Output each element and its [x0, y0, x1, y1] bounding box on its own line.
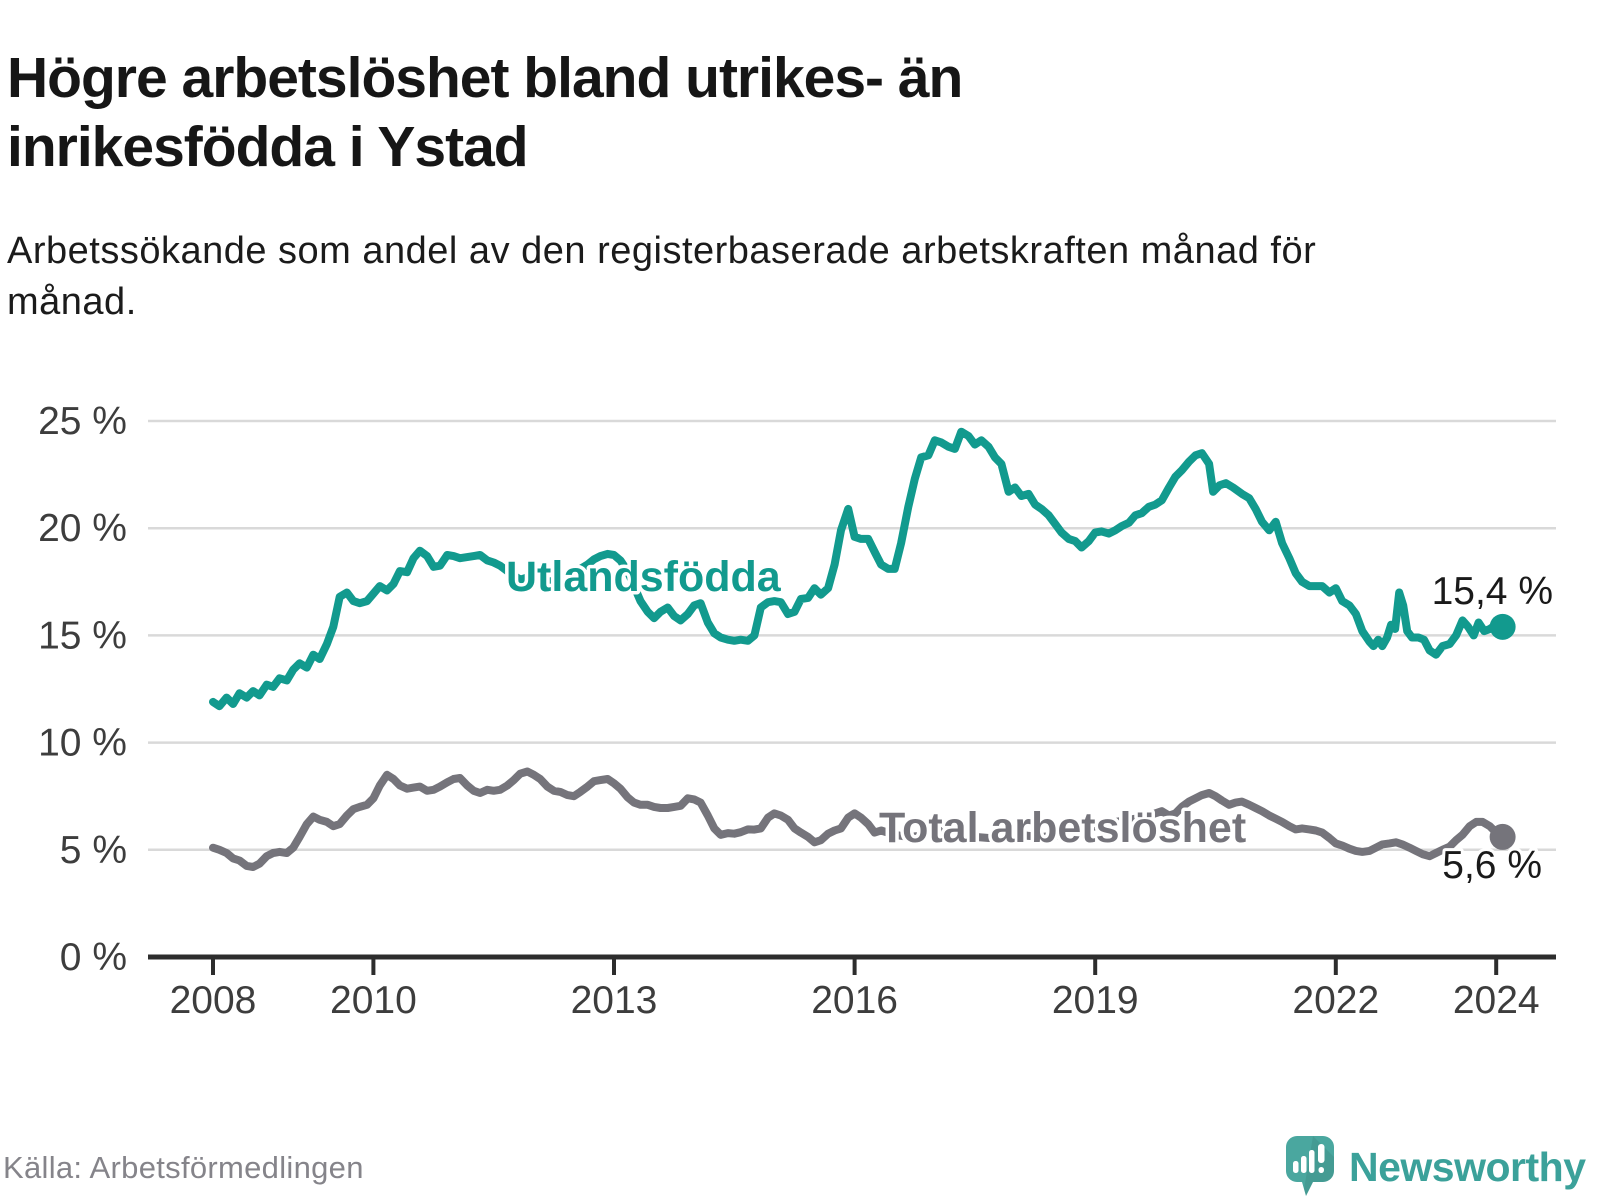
series-end-dot-total-arbetsloshet — [1489, 823, 1516, 850]
y-tick-label-20pct: 20 % — [38, 507, 127, 550]
y-tick-label-0pct: 0 % — [60, 936, 127, 979]
series-label-total-arbetsloshet: Total arbetslöshet — [879, 804, 1246, 852]
series-line-total-arbetsloshet — [209, 767, 1507, 871]
x-tick-label-2016: 2016 — [811, 979, 898, 1022]
series-end-dot-utlandsfodda — [1489, 613, 1516, 640]
source-note: Källa: Arbetsförmedlingen — [3, 1150, 364, 1185]
chart-title: Högre arbetslöshet bland utrikes- än inr… — [7, 46, 963, 179]
chart-subtitle: Arbetssökande som andel av den registerb… — [7, 230, 1317, 324]
x-tick-label-2024: 2024 — [1453, 979, 1540, 1022]
x-tick-label-2008: 2008 — [170, 979, 257, 1022]
x-tick-label-2022: 2022 — [1292, 979, 1379, 1022]
y-tick-label-10pct: 10 % — [38, 722, 127, 765]
x-tick-label-2013: 2013 — [571, 979, 658, 1022]
newsworthy-logo-icon — [1286, 1136, 1334, 1196]
series-label-utlandsfodda: Utlandsfödda — [506, 553, 782, 601]
y-tick-label-15pct: 15 % — [38, 614, 127, 657]
value-annotation-total-arbetsloshet: 5,6 % — [1442, 844, 1542, 887]
y-tick-label-25pct: 25 % — [38, 400, 127, 443]
x-tick-label-2010: 2010 — [330, 979, 417, 1022]
value-annotation-utlandsfodda: 15,4 % — [1432, 570, 1553, 613]
x-tick-label-2019: 2019 — [1052, 979, 1139, 1022]
series-line-utlandsfodda — [209, 427, 1507, 711]
newsworthy-logo: Newsworthy — [1286, 1136, 1586, 1198]
newsworthy-logo-text: Newsworthy — [1349, 1144, 1586, 1190]
y-tick-label-5pct: 5 % — [60, 829, 127, 872]
